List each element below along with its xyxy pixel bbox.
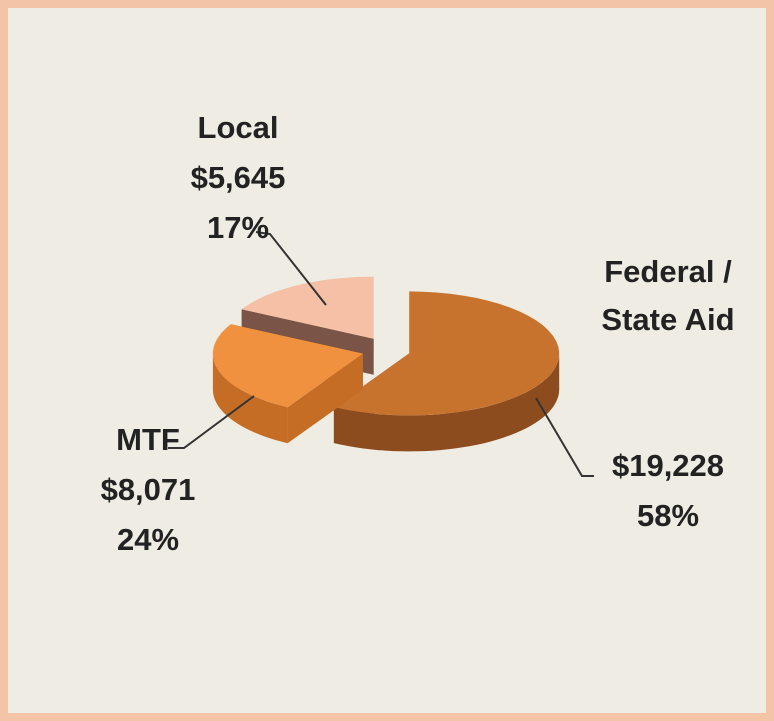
slice-side: [333, 353, 560, 452]
value-label: $8,071: [100, 472, 196, 507]
chart-svg: [168, 231, 594, 477]
leader-lines: [168, 231, 594, 477]
percent-label: 17%: [206, 210, 270, 245]
federal-value-label: $19,228 58%: [588, 441, 748, 541]
value-label: $19,228: [611, 448, 725, 483]
slice: [212, 324, 363, 408]
slice: [333, 291, 560, 416]
slice: [241, 276, 374, 339]
value-label: $5,645: [190, 160, 286, 195]
category-label: MTF: [116, 422, 180, 457]
leader-line: [535, 397, 594, 477]
category-label: Federal / State Aid: [601, 254, 735, 337]
category-label: Local: [197, 110, 279, 145]
percent-label: 58%: [636, 498, 700, 533]
leader-line: [255, 231, 327, 306]
mtf-label: MTF $8,071 24%: [68, 415, 228, 565]
federal-label: Federal / State Aid: [588, 248, 748, 344]
local-label: Local $5,645 17%: [158, 103, 318, 253]
pie: [212, 276, 560, 452]
leader-line: [168, 395, 255, 449]
percent-label: 24%: [116, 522, 180, 557]
